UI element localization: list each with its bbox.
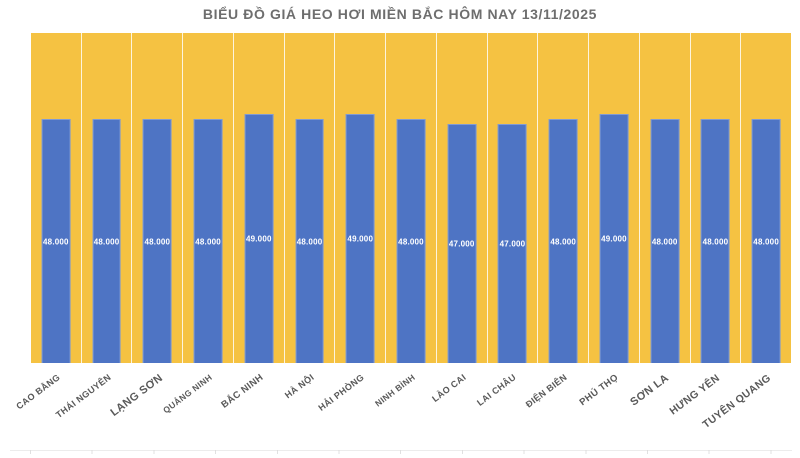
bar-value-label: 48.000: [43, 237, 69, 247]
bar-value-label: 48.000: [398, 237, 424, 247]
bar-value-label: 47.000: [448, 239, 475, 249]
price-bar: 48.000: [700, 119, 730, 363]
price-bar: 48.000: [41, 119, 71, 363]
x-axis-label: SƠN LA: [628, 372, 672, 409]
x-axis-label: HẢI PHÒNG: [316, 372, 367, 413]
bar-value-label: 48.000: [753, 237, 779, 247]
x-axis-label: LAI CHÂU: [475, 372, 519, 408]
plot-area: 48.000 48.000 48.000 48.000 49.000 48.00: [31, 33, 791, 363]
bar-value-label: 48.000: [144, 237, 171, 247]
bar-value-label: 48.000: [702, 237, 729, 247]
x-axis-label: NINH BÌNH: [373, 372, 418, 409]
bar-value-label: 48.000: [296, 237, 323, 247]
bar-value-label: 47.000: [499, 239, 526, 249]
price-bar: 49.000: [599, 114, 629, 363]
bar-value-label: 48.000: [93, 237, 120, 247]
price-bar: 48.000: [193, 119, 223, 363]
category-column: 47.000: [488, 33, 539, 363]
price-bar: 48.000: [142, 119, 172, 363]
price-bar: 49.000: [345, 114, 375, 363]
category-column: 48.000: [386, 33, 437, 363]
x-axis-label: LẠNG SƠN: [108, 372, 165, 419]
chart-title: BIỂU ĐỒ GIÁ HEO HƠI MIỀN BẮC HÔM NAY 13/…: [202, 6, 598, 22]
bar-value-label: 48.000: [550, 237, 577, 247]
category-column: 48.000: [285, 33, 336, 363]
price-bar: 48.000: [396, 119, 426, 363]
category-column: 49.000: [589, 33, 640, 363]
x-axis-label: PHÚ THỌ: [577, 372, 621, 409]
bar-value-label: 49.000: [245, 234, 272, 244]
bar-value-label: 48.000: [651, 237, 678, 247]
x-axis-label: HƯNG YÊN: [667, 372, 723, 418]
bar-value-label: 48.000: [195, 237, 221, 247]
price-bar: 47.000: [447, 124, 477, 363]
category-column: 48.000: [640, 33, 691, 363]
x-axis-label: LÀO CAI: [429, 372, 468, 404]
category-column: 48.000: [82, 33, 133, 363]
price-bar: 48.000: [751, 119, 781, 363]
category-column: 48.000: [741, 33, 791, 363]
category-column: 48.000: [132, 33, 184, 363]
price-bar: 49.000: [244, 114, 274, 363]
category-column: 49.000: [335, 33, 387, 363]
x-axis-label: QUẢNG NINH: [161, 372, 215, 416]
x-axis-label: THÁI NGUYÊN: [53, 372, 114, 420]
price-bar: 48.000: [295, 119, 324, 363]
price-bar: 48.000: [92, 119, 122, 363]
x-axis-label: TUYÊN QUANG: [700, 372, 773, 431]
bottom-tick-marks: [30, 450, 772, 454]
category-column: 48.000: [31, 33, 82, 363]
x-axis-label: ĐIỆN BIÊN: [523, 372, 570, 410]
x-axis-label: BẮC NINH: [219, 372, 266, 411]
price-bar: 48.000: [548, 119, 578, 363]
bar-value-label: 49.000: [347, 234, 374, 244]
x-axis-label: HÀ NỘI: [282, 372, 316, 401]
category-column: 48.000: [183, 33, 234, 363]
price-bar: 47.000: [498, 124, 527, 363]
category-column: 47.000: [437, 33, 488, 363]
category-column: 48.000: [691, 33, 742, 363]
category-column: 48.000: [538, 33, 590, 363]
price-bar: 48.000: [650, 119, 680, 363]
bar-value-label: 49.000: [601, 234, 627, 244]
category-column: 49.000: [234, 33, 285, 363]
